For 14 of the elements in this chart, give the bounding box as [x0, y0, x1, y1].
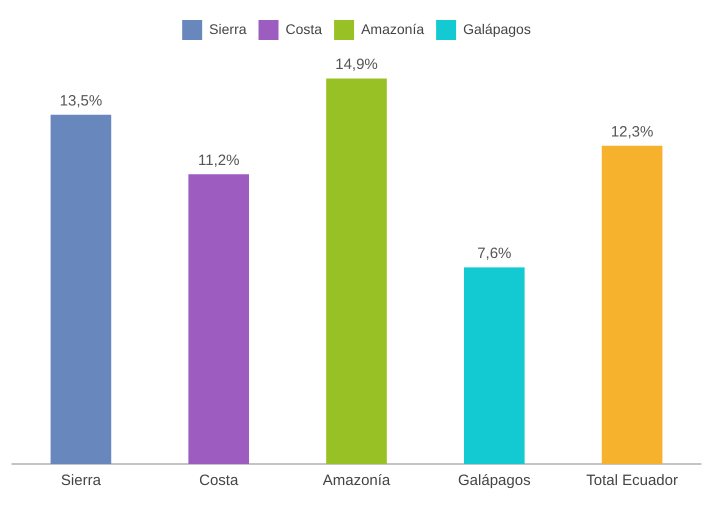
data-label: 13,5%: [60, 92, 102, 110]
legend-label: Galápagos: [463, 20, 531, 37]
legend-label: Costa: [286, 20, 322, 37]
x-tick-label: Total Ecuador: [586, 472, 678, 490]
legend-label: Sierra: [209, 20, 247, 37]
x-tick-label: Galápagos: [458, 472, 531, 490]
x-tick-label: Amazonía: [322, 472, 391, 490]
data-label: 14,9%: [335, 56, 378, 74]
data-label: 12,3%: [610, 123, 654, 140]
data-label: 11,2%: [198, 152, 240, 169]
data-label: 7,6%: [477, 244, 512, 262]
x-tick-label: Sierra: [60, 472, 102, 490]
x-tick-label: Costa: [199, 472, 239, 490]
legend-label: Amazonía: [361, 20, 424, 37]
